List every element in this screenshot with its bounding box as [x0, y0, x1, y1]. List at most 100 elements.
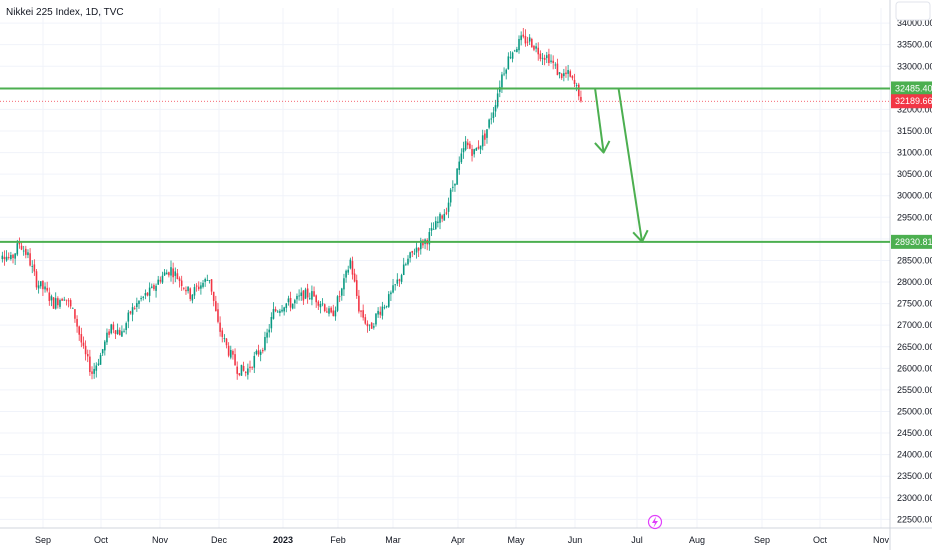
candle-body	[223, 338, 226, 339]
candle-body	[428, 232, 431, 245]
candle-body	[251, 367, 253, 368]
candle-body	[548, 54, 550, 64]
candle-body	[266, 332, 268, 338]
candle-body	[71, 307, 74, 309]
candle-body	[456, 168, 458, 185]
candle-body	[437, 221, 439, 224]
candle-body	[405, 264, 407, 266]
candle-body	[244, 371, 247, 373]
candle-body	[54, 298, 57, 309]
candle-body	[375, 313, 377, 325]
chart-title: Nikkei 225 Index, 1D, TVC	[6, 7, 124, 18]
candle-body	[417, 247, 420, 251]
candle-body	[315, 295, 317, 303]
candle-body	[469, 143, 471, 149]
candle-body	[285, 303, 288, 309]
lightning-event-icon[interactable]	[647, 514, 663, 530]
candle-body	[319, 304, 322, 308]
level-price-label: 32485.40	[895, 83, 932, 93]
candle-body	[355, 280, 358, 296]
candle-body	[400, 275, 403, 282]
x-tick-label: Feb	[330, 535, 346, 545]
y-tick-label: 24000.00	[897, 450, 932, 460]
candle-body	[146, 292, 149, 296]
candle-body	[394, 284, 396, 286]
candle-body	[353, 273, 356, 282]
y-tick-label: 28000.00	[897, 277, 932, 287]
candle-body	[430, 228, 433, 231]
candle-body	[253, 355, 256, 368]
projection-arrow-line[interactable]	[617, 88, 644, 243]
candle-body	[204, 278, 206, 282]
candle-body	[479, 145, 482, 150]
candle-body	[110, 324, 113, 334]
candle-body	[447, 202, 450, 212]
y-tick-label: 30000.00	[897, 191, 932, 201]
candle-body	[541, 57, 544, 59]
candle-body	[170, 267, 172, 276]
candle-body	[142, 296, 145, 298]
candle-body	[317, 301, 320, 306]
candle-body	[240, 364, 243, 376]
candle-body	[443, 213, 446, 221]
candle-body	[460, 153, 463, 163]
last-price-label: 32189.66	[895, 96, 932, 106]
candle-body	[219, 322, 221, 332]
candle-body	[238, 373, 241, 375]
candle-body	[323, 304, 326, 312]
y-tick-label: 27500.00	[897, 299, 932, 309]
candle-body	[554, 64, 557, 66]
candle-body	[172, 268, 174, 278]
y-tick-label: 25500.00	[897, 385, 932, 395]
candle-body	[78, 326, 80, 335]
candle-body	[550, 60, 552, 62]
candle-body	[264, 337, 266, 350]
candle-body	[462, 148, 465, 153]
projection-arrow-line[interactable]	[594, 88, 605, 153]
candle-body	[556, 63, 559, 76]
candle-body	[383, 307, 386, 309]
candle-body	[501, 74, 503, 88]
candle-body	[257, 350, 260, 355]
candle-body	[108, 331, 110, 335]
candle-body	[57, 298, 59, 306]
candle-body	[415, 247, 418, 253]
candle-body	[180, 280, 183, 287]
candle-body	[565, 72, 567, 75]
candle-body	[379, 311, 382, 315]
candle-body	[104, 341, 106, 351]
candle-body	[481, 135, 484, 147]
candle-body	[287, 298, 290, 303]
price-axis-settings-box[interactable]	[895, 1, 931, 21]
candle-body	[163, 272, 166, 276]
x-tick-label: Oct	[813, 535, 828, 545]
x-tick-label: Sep	[754, 535, 770, 545]
candle-body	[473, 149, 475, 155]
x-tick-label: Mar	[385, 535, 401, 545]
candle-body	[7, 257, 10, 258]
candle-body	[543, 57, 546, 60]
candle-body	[545, 55, 548, 59]
x-tick-label: Jun	[568, 535, 583, 545]
y-tick-label: 26000.00	[897, 363, 932, 373]
level-price-tag	[891, 234, 932, 249]
candle-body	[526, 41, 529, 43]
candle-body	[441, 215, 443, 219]
candle-body	[341, 288, 343, 296]
candle-body	[524, 36, 527, 44]
candle-body	[91, 371, 93, 374]
candle-body	[234, 354, 236, 366]
candle-body	[360, 310, 362, 312]
candle-body	[537, 47, 540, 55]
candle-body	[121, 331, 123, 337]
candle-body	[567, 70, 569, 74]
candle-body	[516, 49, 518, 53]
candle-body	[191, 294, 194, 301]
candle-body	[452, 186, 454, 188]
candle-body	[89, 356, 91, 373]
candle-body	[336, 296, 339, 311]
candle-body	[311, 291, 313, 300]
candle-body	[82, 342, 85, 346]
candle-body	[533, 45, 535, 50]
